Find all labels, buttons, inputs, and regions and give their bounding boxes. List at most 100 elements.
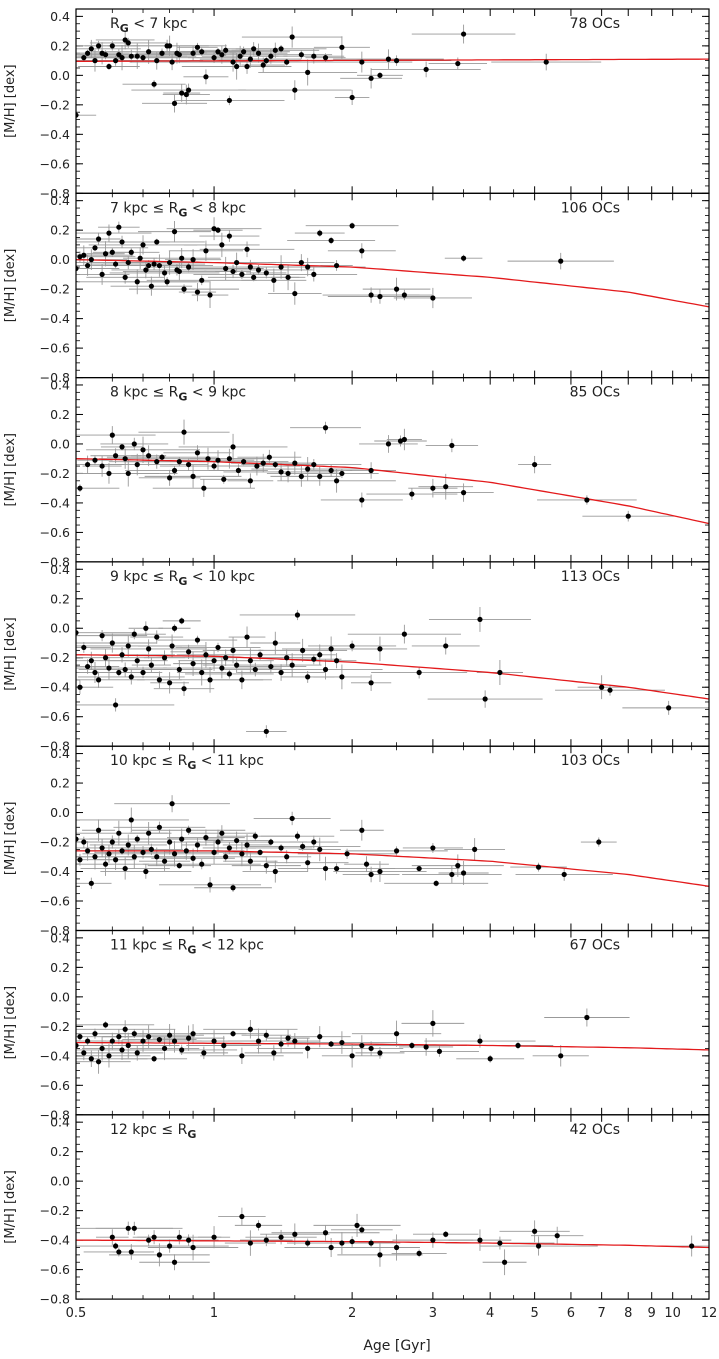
data-point (244, 842, 250, 848)
data-point (95, 43, 102, 49)
data-point (102, 251, 109, 257)
data-point (102, 861, 109, 867)
data-point (292, 1038, 298, 1044)
data-point (203, 835, 209, 841)
data-point (190, 855, 196, 861)
data-point (230, 268, 236, 275)
data-point (199, 49, 205, 55)
data-point (183, 91, 189, 98)
data-point (146, 262, 152, 269)
data-point (183, 848, 189, 854)
data-point (278, 669, 284, 676)
data-point (666, 705, 672, 711)
data-point (185, 1035, 192, 1041)
data-point (472, 846, 478, 853)
data-point (317, 652, 323, 658)
data-point (359, 1042, 365, 1049)
data-point (176, 268, 182, 275)
data-point (190, 1244, 196, 1251)
data-point (211, 226, 217, 232)
panel: 0.4 0.2 0.0 −0.2 −0.4 −0.6 −0.8 [M/H] [dex] 11 k… (3, 929, 710, 1122)
data-point (211, 463, 217, 469)
data-point (311, 271, 317, 277)
data-point (247, 1026, 253, 1032)
x-tick-label: 12 (701, 1306, 718, 1321)
data-point (92, 245, 98, 251)
data-point (176, 459, 182, 465)
y-tick-label: 0.0 (50, 805, 70, 820)
y-tick-label: 0.0 (50, 621, 70, 636)
oc-count-label: 113 OCs (561, 569, 620, 585)
data-point (260, 460, 266, 466)
data-point (289, 815, 295, 822)
data-point (305, 1240, 311, 1246)
x-tick-label: 3 (429, 1306, 437, 1321)
data-point (349, 643, 355, 649)
data-point (278, 264, 284, 270)
data-point (156, 1037, 162, 1043)
data-point (257, 849, 263, 855)
data-point (300, 647, 306, 653)
x-tick-label: 4 (486, 1306, 494, 1321)
data-area (76, 217, 709, 309)
data-point (393, 286, 400, 292)
data-point (134, 836, 140, 842)
data-point (116, 1034, 122, 1040)
data-point (689, 1243, 695, 1249)
data-point (285, 1035, 291, 1041)
data-point (119, 55, 125, 61)
fit-curve (76, 258, 709, 308)
data-point (151, 1056, 157, 1062)
data-point (77, 1034, 83, 1040)
data-point (125, 470, 131, 477)
data-point (119, 239, 125, 245)
data-point (317, 1034, 323, 1040)
data-point (128, 249, 134, 255)
data-point (194, 44, 201, 50)
data-point (194, 289, 201, 295)
data-point (416, 669, 422, 676)
data-point (244, 63, 250, 70)
panel-label: 8 kpc ≤ RG < 9 kpc (110, 385, 246, 404)
data-point (235, 467, 242, 474)
data-point (285, 274, 291, 280)
data-point (244, 634, 250, 640)
y-tick-label: 0.0 (50, 1174, 70, 1189)
data-point (416, 1250, 422, 1256)
data-point (128, 674, 134, 680)
data-point (430, 845, 436, 851)
data-point (106, 470, 112, 477)
fit-curve (76, 458, 709, 525)
data-point (430, 1237, 436, 1243)
data-point (125, 1225, 131, 1231)
data-point (317, 846, 323, 853)
y-tick-label: −0.6 (40, 525, 70, 540)
panel-frame (75, 8, 710, 194)
data-point (113, 857, 119, 863)
data-point (497, 669, 503, 676)
data-point (272, 461, 278, 468)
data-point (263, 270, 269, 276)
data-point (349, 223, 355, 229)
data-point (393, 848, 400, 854)
data-point (535, 1243, 542, 1249)
data-point (77, 485, 83, 491)
data-point (185, 461, 192, 468)
data-point (116, 830, 122, 836)
data-point (284, 854, 290, 860)
data-point (207, 882, 213, 888)
panel: 0.4 0.2 0.0 −0.2 −0.4 −0.6 −0.8 [M/H] [dex] 10 k… (3, 745, 710, 938)
data-area (76, 1207, 709, 1276)
data-point (515, 1042, 521, 1049)
data-point (92, 669, 98, 676)
data-point (271, 277, 277, 283)
y-tick-label: −0.4 (40, 495, 70, 510)
data-point (596, 839, 602, 845)
data-point (95, 827, 102, 833)
data-point (344, 851, 350, 857)
data-point (99, 463, 105, 469)
data-point (289, 34, 295, 40)
data-point (460, 255, 467, 261)
data-point (298, 52, 304, 58)
data-point (146, 453, 152, 459)
